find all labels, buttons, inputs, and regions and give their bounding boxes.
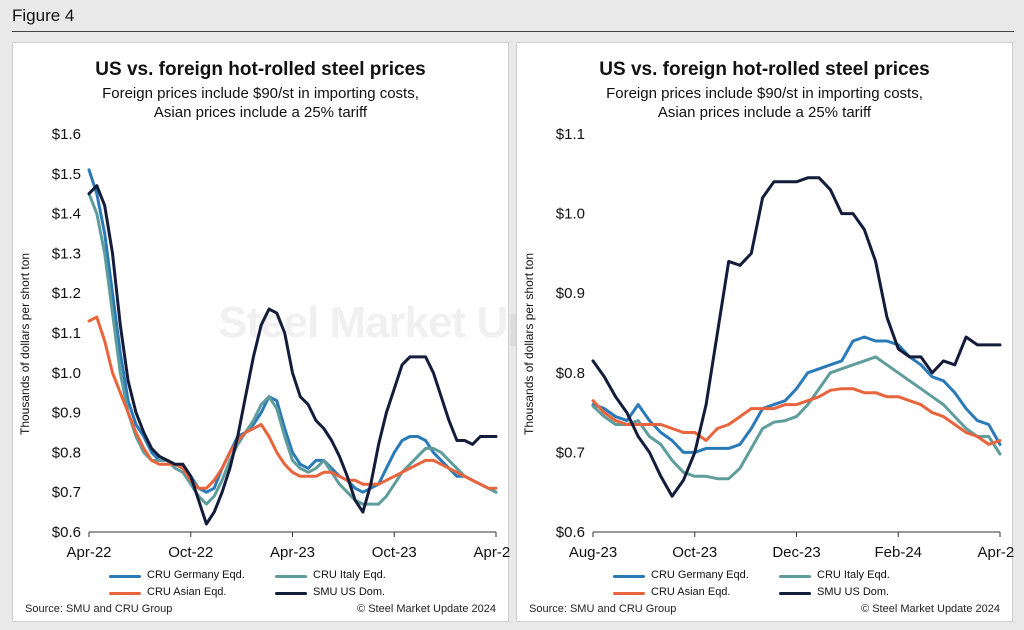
- x-tick-label: Aug-23: [569, 544, 617, 561]
- y-tick-label: $1.0: [52, 365, 81, 382]
- legend-swatch-asian: [613, 592, 645, 595]
- y-tick-label: $1.1: [52, 325, 81, 342]
- legend-swatch-italy: [779, 575, 811, 578]
- legend-swatch-italy: [275, 575, 307, 578]
- y-tick-label: $0.9: [556, 285, 585, 302]
- chart-subtitle-line-1: Foreign prices include $90/st in importi…: [102, 85, 419, 102]
- x-tick-label: Apr-23: [270, 544, 315, 561]
- legend-label: CRU Asian Eqd.: [651, 586, 731, 598]
- y-tick-label: $0.6: [52, 524, 81, 541]
- source-note: Source: SMU and CRU Group: [529, 603, 677, 615]
- y-tick-label: $1.2: [52, 285, 81, 302]
- series-line-us: [87, 184, 498, 526]
- legend-swatch-us: [779, 592, 811, 595]
- y-tick-label: $1.1: [556, 126, 585, 143]
- y-tick-label: $1.3: [52, 245, 81, 262]
- chart-subtitle-line-2: Asian prices include a 25% tariff: [657, 104, 872, 121]
- legend-label: CRU Germany Eqd.: [147, 569, 245, 581]
- x-tick-label: Apr-22: [66, 544, 111, 561]
- y-tick-label: $0.8: [556, 365, 585, 382]
- source-note: Source: SMU and CRU Group: [25, 603, 173, 615]
- legend-label: CRU Italy Eqd.: [313, 569, 386, 581]
- legend-label: CRU Italy Eqd.: [817, 569, 890, 581]
- legend-swatch-germany: [109, 575, 141, 578]
- y-tick-label: $0.6: [556, 524, 585, 541]
- chart-subtitle-line-2: Asian prices include a 25% tariff: [153, 104, 368, 121]
- x-tick-label: Oct-23: [372, 544, 417, 561]
- legend-swatch-germany: [613, 575, 645, 578]
- legend-label: CRU Germany Eqd.: [651, 569, 749, 581]
- series-line-germany: [87, 168, 498, 494]
- chart-title: US vs. foreign hot-rolled steel prices: [599, 59, 930, 80]
- x-tick-label: Oct-23: [672, 544, 717, 561]
- chart-title: US vs. foreign hot-rolled steel prices: [95, 59, 426, 80]
- series-line-asian: [591, 387, 1002, 446]
- series-line-us: [591, 176, 1002, 498]
- chart-panel-right: US vs. foreign hot-rolled steel prices F…: [516, 42, 1014, 622]
- copyright-note: © Steel Market Update 2024: [861, 603, 1000, 615]
- y-tick-label: $1.4: [52, 206, 81, 223]
- legend-label: SMU US Dom.: [313, 586, 386, 598]
- chart-panel-left: Steel Market Update US vs. foreign hot-r…: [12, 42, 621, 622]
- y-tick-label: $0.7: [556, 444, 585, 461]
- legend-swatch-us: [275, 592, 307, 595]
- copyright-note: © Steel Market Update 2024: [357, 603, 496, 615]
- y-tick-label: $0.9: [52, 405, 81, 422]
- figure-label: Figure 4: [12, 6, 75, 25]
- y-tick-label: $0.8: [52, 444, 81, 461]
- series-line-germany: [591, 335, 1002, 454]
- x-tick-label: Oct-22: [168, 544, 213, 561]
- series-line-italy: [87, 192, 498, 506]
- chart-plot-left: $0.6 $0.7 $0.8 $0.9 $1.0 $1.1 $1.2 $1.3 $1.4 $1.5…: [52, 126, 510, 561]
- series-line-asian: [87, 315, 498, 490]
- x-tick-label: Dec-23: [772, 544, 820, 561]
- legend-swatch-asian: [109, 592, 141, 595]
- y-tick-label: $0.7: [52, 484, 81, 501]
- x-tick-label: Feb-24: [874, 544, 922, 561]
- x-tick-label: Apr-24: [977, 544, 1014, 561]
- y-tick-label: $1.6: [52, 126, 81, 143]
- y-tick-label: $1.5: [52, 166, 81, 183]
- series-line-italy: [591, 355, 1002, 481]
- legend-label: SMU US Dom.: [817, 586, 890, 598]
- chart-plot-right: $0.6 $0.7 $0.8 $0.9 $1.0 $1.1 Aug-23 Oct-23 Dec-…: [556, 126, 1014, 561]
- x-tick-label: Apr-24: [473, 544, 510, 561]
- legend-label: CRU Asian Eqd.: [147, 586, 227, 598]
- chart-subtitle-line-1: Foreign prices include $90/st in importi…: [606, 85, 923, 102]
- y-tick-label: $1.0: [556, 206, 585, 223]
- figure-divider: [12, 31, 1014, 32]
